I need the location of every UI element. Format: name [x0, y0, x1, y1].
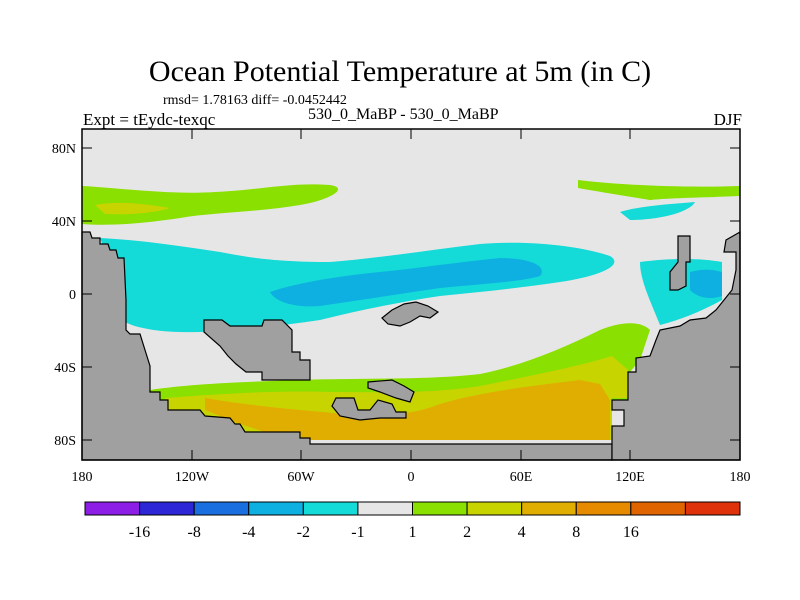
y-ticks: [82, 147, 740, 441]
colorbar-swatch: [466, 501, 523, 516]
x-axis-labels: 180 120W 60W 0 60E 120E 180: [72, 470, 751, 485]
colorbar-swatch: [412, 501, 468, 516]
colorbar-label: 2: [463, 524, 471, 541]
colorbar: [84, 501, 741, 516]
land-east-spur: [669, 235, 691, 291]
x-label-120e: 120E: [615, 470, 645, 485]
colorbar-labels: -16 -8 -4 -2 -1 1 2 4 8 16: [129, 524, 639, 541]
land-southern-island: [331, 397, 407, 421]
x-label-0: 0: [408, 470, 415, 485]
y-label-80n: 80N: [52, 142, 76, 157]
cool-core-equatorial: [270, 258, 542, 307]
warm-core-northwest: [95, 202, 170, 215]
colorbar-swatch: [357, 501, 413, 516]
y-axis-labels: 80N 40N 0 40S 80S: [52, 142, 76, 449]
y-label-80s: 80S: [54, 434, 76, 449]
colorbar-swatch: [575, 501, 632, 516]
y-label-40n: 40N: [52, 215, 76, 230]
colorbar-label: -16: [129, 524, 150, 541]
land-equatorial-island: [381, 301, 440, 327]
land-east: [611, 230, 741, 461]
stats-label: rmsd= 1.78163 diff= -0.0452442: [163, 93, 347, 108]
colorbar-swatch: [521, 501, 577, 516]
land-southern-islet: [367, 379, 415, 403]
x-label-60e: 60E: [510, 470, 533, 485]
cool-core-east: [690, 269, 722, 298]
y-label-40s: 40S: [54, 361, 76, 376]
colorbar-swatch: [684, 501, 741, 516]
x-label-60w: 60W: [287, 470, 315, 485]
x-label-120w: 120W: [175, 470, 210, 485]
colorbar-swatch: [302, 501, 359, 516]
warm-band-northwest: [82, 184, 339, 225]
land-southwest-continent: [203, 319, 311, 381]
warm-core-south: [205, 380, 610, 440]
x-label-180e: 180: [730, 470, 751, 485]
x-label-180w: 180: [72, 470, 93, 485]
colorbar-swatch: [630, 501, 686, 516]
experiment-label: Expt = tEydc-texqc: [83, 110, 216, 129]
colorbar-label: -4: [242, 524, 255, 541]
y-label-0: 0: [69, 288, 76, 303]
colorbar-swatch: [84, 501, 141, 516]
chart-title: Ocean Potential Temperature at 5m (in C): [148, 55, 652, 88]
season-label: DJF: [713, 110, 742, 129]
colorbar-swatch: [248, 501, 304, 516]
colorbar-label: 8: [572, 524, 580, 541]
cool-patch-northeast: [620, 202, 695, 220]
colorbar-label: -8: [188, 524, 201, 541]
colorbar-swatch: [193, 501, 250, 516]
colorbar-label: 1: [409, 524, 417, 541]
warm-band-northeast: [578, 180, 740, 200]
colorbar-swatch: [139, 501, 195, 516]
land-west: [81, 231, 613, 461]
colorbar-label: -2: [297, 524, 310, 541]
x-ticks: [81, 129, 741, 460]
colorbar-label: 4: [518, 524, 526, 541]
colorbar-label: 16: [623, 524, 639, 541]
land-masses: [81, 230, 741, 461]
comparison-label: 530_0_MaBP - 530_0_MaBP: [308, 106, 499, 123]
colorbar-label: -1: [351, 524, 364, 541]
